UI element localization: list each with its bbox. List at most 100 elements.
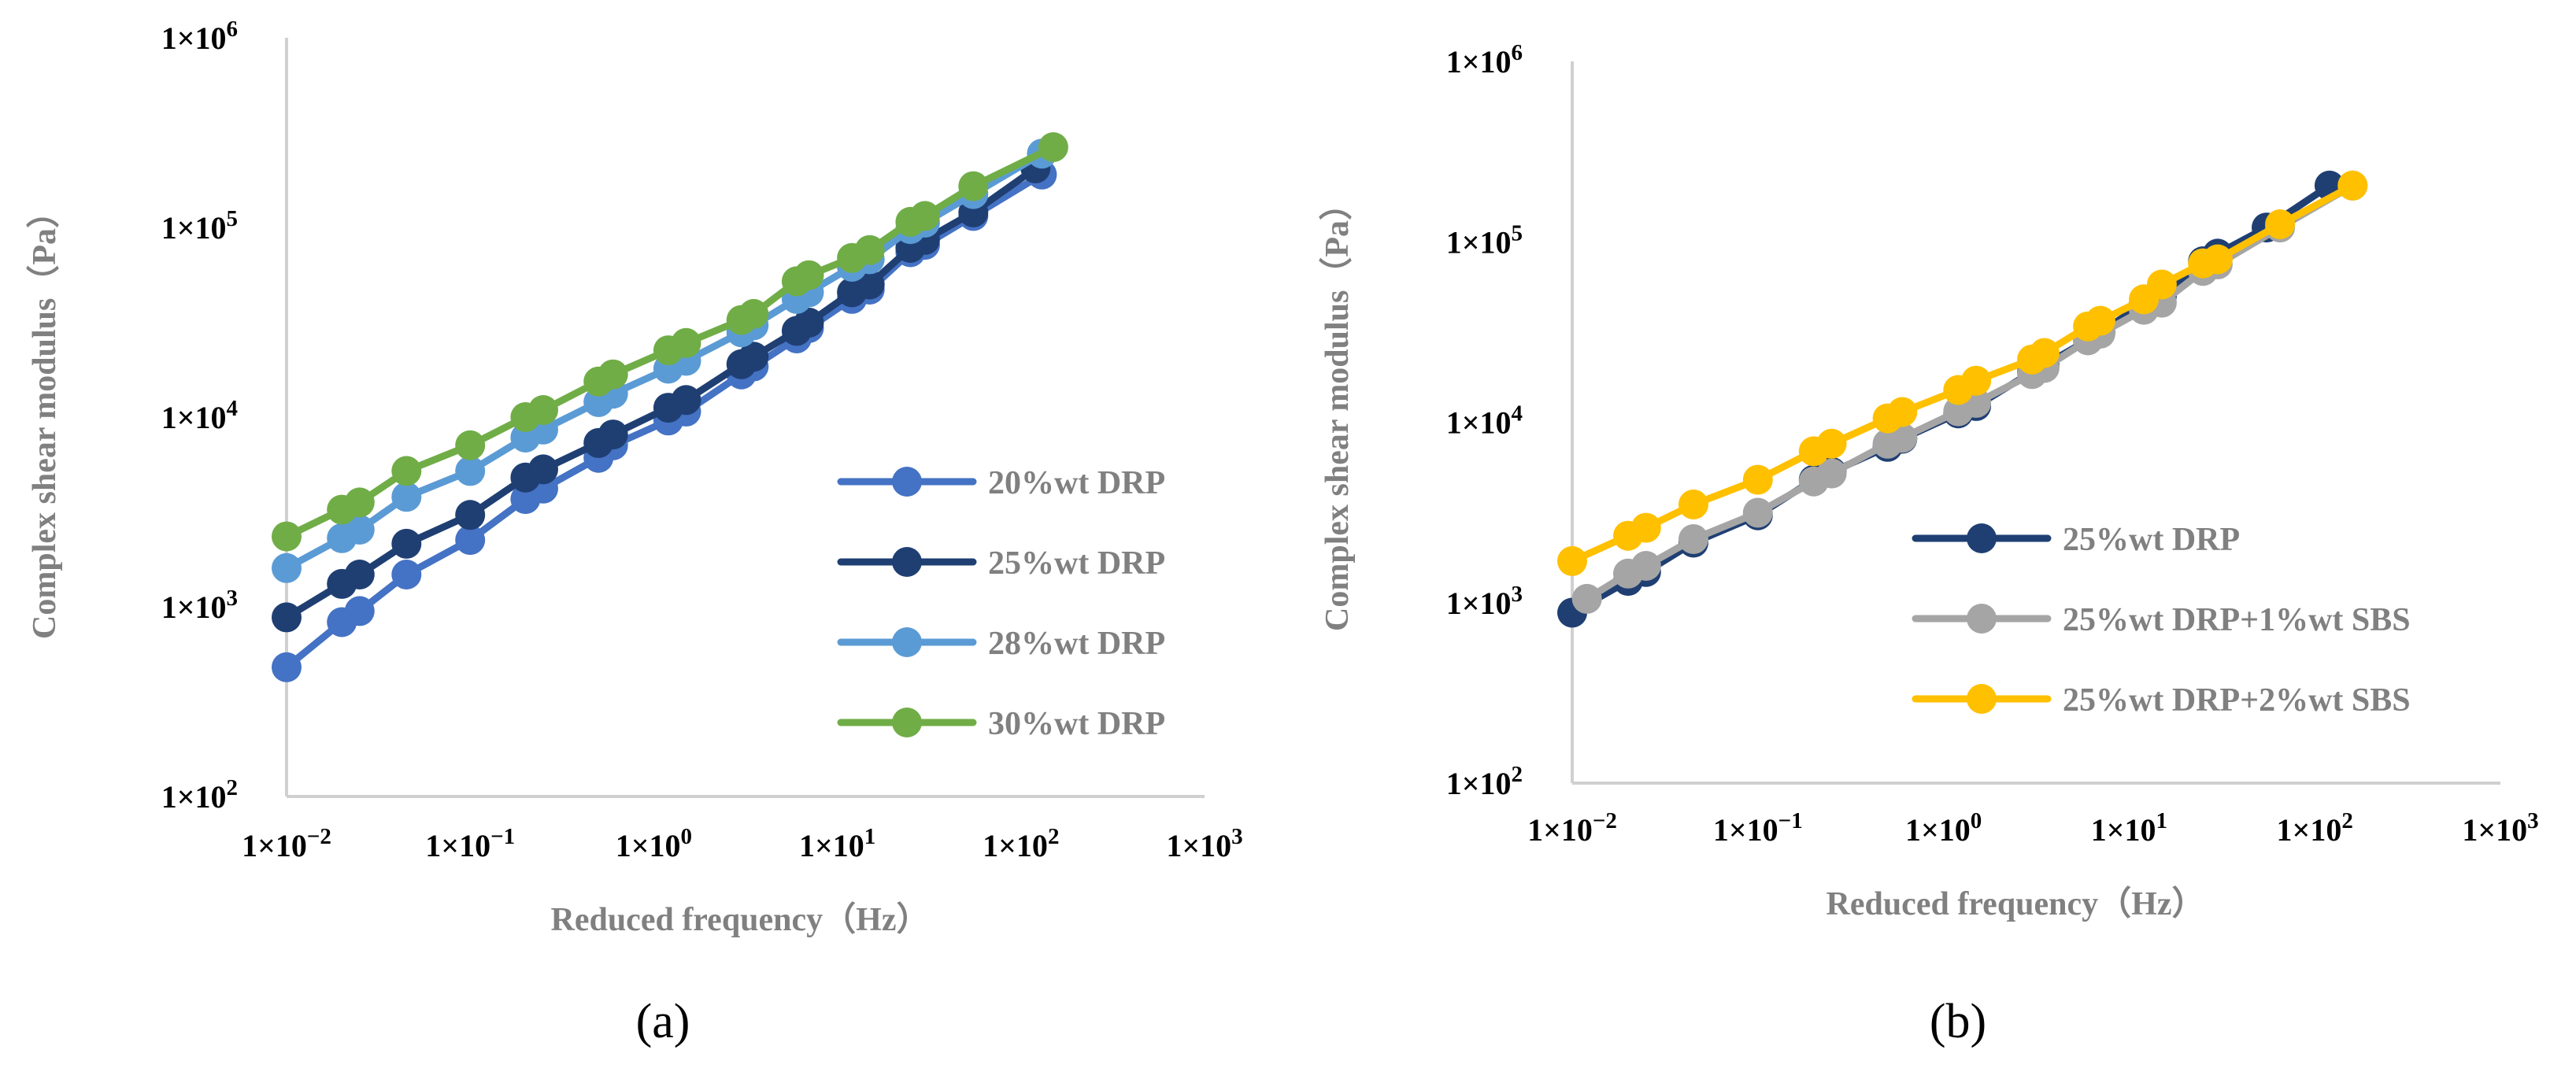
data-point (2146, 269, 2177, 300)
y-tick-label: 1×103 (1446, 582, 1523, 621)
data-point (794, 307, 824, 338)
series-layer (1557, 170, 2368, 628)
y-tick-label: 1×102 (1446, 762, 1523, 801)
legend-item: 28%wt DRP (837, 626, 1165, 662)
data-point (2265, 209, 2296, 239)
data-point (1038, 132, 1068, 162)
data-point (455, 500, 486, 530)
data-point (1678, 524, 1708, 554)
data-point (598, 419, 628, 450)
x-tick-label: 1×100 (616, 824, 692, 863)
data-point (1630, 512, 1661, 543)
legend-item: 30%wt DRP (837, 706, 1165, 742)
x-tick-label: 1×10−1 (1713, 808, 1803, 848)
data-point (344, 487, 375, 518)
x-axis-title: Reduced frequency（Hz） (550, 901, 929, 938)
legend-swatch-marker (1967, 684, 1997, 714)
data-point (391, 560, 422, 589)
data-point (1557, 545, 1587, 576)
legend-swatch-marker (892, 547, 922, 577)
y-tick-label: 1×105 (1446, 220, 1523, 260)
x-tick-label: 1×102 (983, 824, 1059, 863)
legend-item: 25%wt DRP (1912, 522, 2240, 558)
x-tick-label: 1×100 (1905, 808, 1982, 848)
panel-b: 1×10−2 1×10−1 1×100 1×101 1×102 1×103 1×102 1×1… (1319, 40, 2539, 1048)
legend-label: 25%wt DRP (2063, 522, 2240, 558)
data-point (455, 525, 486, 556)
data-point (738, 298, 769, 329)
legend-swatch-marker (1967, 523, 1997, 553)
y-tick-label: 1×104 (161, 396, 238, 435)
x-axis-title: Reduced frequency（Hz） (1826, 885, 2204, 922)
legend-item: 25%wt DRP+1%wt SBS (1912, 602, 2411, 638)
data-point (272, 521, 302, 552)
legend-swatch-marker (1967, 604, 1997, 634)
legend-label: 20%wt DRP (988, 465, 1165, 501)
legend-label: 28%wt DRP (988, 626, 1165, 662)
legend-label: 25%wt DRP+1%wt SBS (2063, 602, 2411, 638)
data-point (598, 359, 628, 390)
legend-label: 25%wt DRP+2%wt SBS (2063, 682, 2411, 719)
x-tick-label: 1×101 (2091, 808, 2167, 848)
legend-swatch-marker (892, 708, 922, 737)
data-point (854, 235, 885, 265)
x-tick-label: 1×101 (799, 824, 875, 863)
data-point (272, 602, 302, 633)
data-point (1816, 458, 1847, 489)
x-tick-label: 1×103 (2462, 808, 2538, 848)
panel-a: 1×10−2 1×10−1 1×100 1×101 1×102 1×103 1×102 1×1… (26, 17, 1243, 1048)
y-tick-label: 1×103 (161, 586, 238, 625)
legend: 25%wt DRP 25%wt DRP+1%wt SBS 25%wt DRP+2%w… (1912, 522, 2411, 719)
data-point (391, 528, 422, 559)
data-point (2337, 170, 2368, 201)
data-point (391, 482, 422, 512)
data-point (1630, 551, 1661, 581)
data-point (1742, 464, 1773, 495)
panel-label-b: (b) (1930, 995, 1986, 1048)
legend-swatch-marker (892, 627, 922, 657)
data-point (272, 552, 302, 583)
y-axis-title: Complex shear modulus（Pa） (26, 195, 63, 639)
data-point (671, 327, 701, 358)
x-tick-label: 1×10−2 (1527, 808, 1617, 848)
data-point (344, 596, 375, 626)
y-tick-label: 1×106 (161, 17, 238, 56)
data-point (1816, 428, 1847, 459)
tick-label-layer: 1×10−2 1×10−1 1×100 1×101 1×102 1×103 1×102 1×1… (1446, 40, 2539, 848)
y-tick-label: 1×106 (1446, 40, 1523, 79)
series-layer (272, 132, 1068, 682)
series (272, 132, 1068, 552)
series (272, 153, 1051, 633)
y-tick-label: 1×105 (161, 206, 238, 246)
x-tick-label: 1×10−1 (425, 824, 515, 863)
data-point (2085, 305, 2115, 336)
data-point (2029, 338, 2060, 368)
x-tick-label: 1×10−2 (242, 824, 331, 863)
series (272, 139, 1057, 583)
series (1557, 170, 2368, 576)
data-point (2202, 244, 2233, 275)
data-point (528, 454, 558, 485)
data-point (1678, 490, 1708, 519)
data-point (528, 395, 558, 425)
legend-label: 30%wt DRP (988, 706, 1165, 742)
data-point (272, 652, 302, 682)
data-point (738, 342, 769, 372)
data-point (671, 385, 701, 416)
data-point (1887, 397, 1918, 427)
legend-item: 20%wt DRP (837, 465, 1165, 501)
data-point (909, 201, 940, 231)
x-tick-label: 1×102 (2277, 808, 2353, 848)
data-point (1742, 497, 1773, 528)
y-tick-label: 1×102 (161, 775, 238, 815)
data-point (391, 456, 422, 486)
data-point (344, 560, 375, 589)
data-point (455, 456, 486, 486)
y-tick-label: 1×104 (1446, 401, 1523, 441)
legend-swatch-marker (892, 467, 922, 497)
data-point (1961, 365, 1992, 396)
data-point (794, 260, 824, 290)
data-point (344, 515, 375, 545)
legend: 20%wt DRP 25%wt DRP 28%wt DRP 30%wt DRP (837, 465, 1165, 742)
